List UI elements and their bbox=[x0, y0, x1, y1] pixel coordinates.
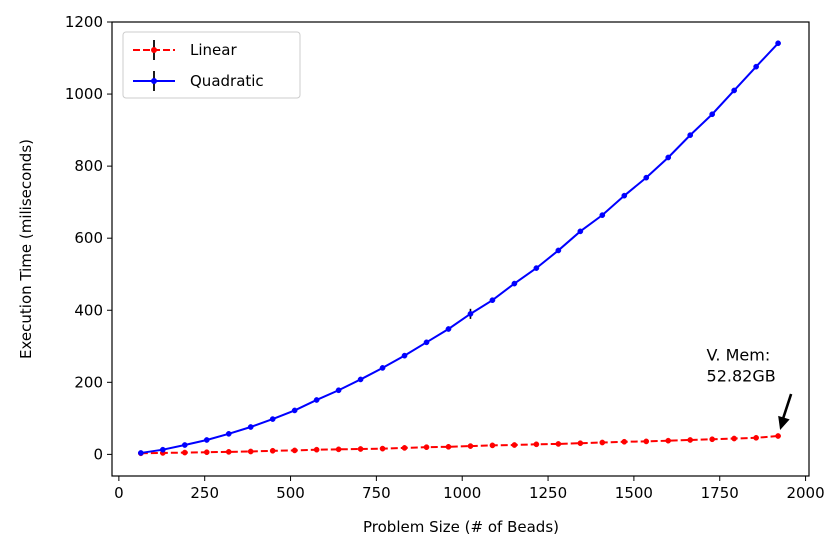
y-tick-label: 600 bbox=[74, 229, 103, 247]
annotation-text-line: V. Mem: bbox=[707, 346, 771, 365]
data-point bbox=[511, 280, 518, 287]
data-point bbox=[203, 449, 210, 456]
x-tick-label: 2000 bbox=[786, 484, 824, 502]
data-point bbox=[379, 445, 386, 452]
data-point bbox=[467, 443, 474, 449]
data-point bbox=[423, 444, 430, 451]
data-point bbox=[269, 416, 276, 422]
data-point bbox=[401, 445, 408, 451]
data-point bbox=[753, 434, 759, 441]
y-tick-label: 1200 bbox=[65, 13, 103, 31]
x-tick-label: 0 bbox=[114, 484, 124, 502]
data-point bbox=[335, 446, 342, 453]
data-point bbox=[621, 438, 628, 445]
data-point bbox=[335, 387, 342, 394]
data-point bbox=[687, 437, 694, 443]
data-point bbox=[599, 212, 606, 218]
data-point bbox=[665, 154, 672, 161]
legend-swatch-marker bbox=[151, 47, 157, 53]
data-point bbox=[269, 447, 276, 454]
data-point bbox=[181, 449, 188, 456]
data-point bbox=[203, 437, 210, 443]
data-point bbox=[533, 441, 540, 448]
data-point bbox=[291, 447, 298, 454]
x-tick-label: 1750 bbox=[701, 484, 739, 502]
data-point bbox=[621, 192, 628, 199]
legend-swatch-marker bbox=[151, 78, 157, 84]
data-point bbox=[775, 40, 781, 47]
annotation-text-line: 52.82GB bbox=[707, 367, 776, 386]
data-point bbox=[247, 448, 254, 455]
x-axis-label: Problem Size (# of Beads) bbox=[363, 518, 559, 536]
annotation-arrow-head bbox=[778, 415, 790, 430]
y-tick-label: 200 bbox=[74, 373, 103, 391]
data-point bbox=[401, 352, 408, 359]
data-point bbox=[489, 297, 496, 304]
data-point bbox=[709, 436, 716, 443]
data-point bbox=[445, 326, 452, 332]
data-point bbox=[357, 376, 364, 383]
data-point bbox=[599, 439, 606, 446]
legend-label: Linear bbox=[190, 41, 237, 59]
data-point bbox=[577, 228, 584, 235]
x-tick-label: 750 bbox=[362, 484, 391, 502]
legend-item-quadratic: Quadratic bbox=[133, 71, 264, 91]
y-tick-label: 0 bbox=[93, 445, 103, 463]
data-point bbox=[137, 450, 144, 456]
data-point bbox=[467, 311, 474, 317]
x-tick-label: 1000 bbox=[443, 484, 481, 502]
data-point bbox=[489, 442, 496, 449]
data-point bbox=[731, 435, 737, 442]
data-point bbox=[445, 443, 452, 450]
data-point bbox=[665, 437, 672, 444]
y-tick-label: 1000 bbox=[65, 85, 103, 103]
legend-label: Quadratic bbox=[190, 72, 264, 90]
x-tick-label: 1250 bbox=[529, 484, 567, 502]
data-point bbox=[313, 397, 320, 403]
x-tick-label: 250 bbox=[190, 484, 219, 502]
data-point bbox=[247, 424, 254, 430]
y-tick-label: 400 bbox=[74, 301, 103, 319]
x-tick-label: 500 bbox=[276, 484, 305, 502]
data-point bbox=[159, 446, 166, 453]
legend-item-linear: Linear bbox=[133, 40, 237, 60]
data-point bbox=[357, 446, 364, 452]
data-point bbox=[423, 339, 430, 346]
data-point bbox=[181, 442, 188, 448]
series-line-linear bbox=[140, 435, 779, 455]
data-point bbox=[709, 111, 716, 118]
plot-frame bbox=[111, 21, 810, 477]
data-point bbox=[313, 446, 320, 453]
data-point bbox=[731, 87, 737, 94]
data-point bbox=[555, 441, 562, 447]
y-axis-label: Execution Time (miliseconds) bbox=[17, 139, 35, 359]
data-point bbox=[225, 430, 232, 437]
series-linear bbox=[137, 433, 781, 457]
data-point bbox=[555, 247, 562, 254]
annotation-arrow-shaft bbox=[781, 393, 793, 421]
data-point bbox=[753, 63, 759, 70]
data-point bbox=[643, 174, 650, 181]
x-tick-label: 1500 bbox=[615, 484, 653, 502]
data-point bbox=[775, 433, 781, 439]
data-point bbox=[291, 407, 298, 414]
data-point bbox=[533, 265, 540, 271]
y-tick-label: 800 bbox=[74, 157, 103, 175]
series-quadratic bbox=[137, 40, 781, 456]
data-point bbox=[379, 365, 386, 371]
data-point bbox=[225, 449, 232, 455]
data-point bbox=[577, 440, 584, 447]
series-line-quadratic bbox=[140, 42, 779, 454]
data-point bbox=[643, 438, 650, 445]
data-point bbox=[511, 442, 518, 448]
data-point bbox=[687, 132, 694, 138]
